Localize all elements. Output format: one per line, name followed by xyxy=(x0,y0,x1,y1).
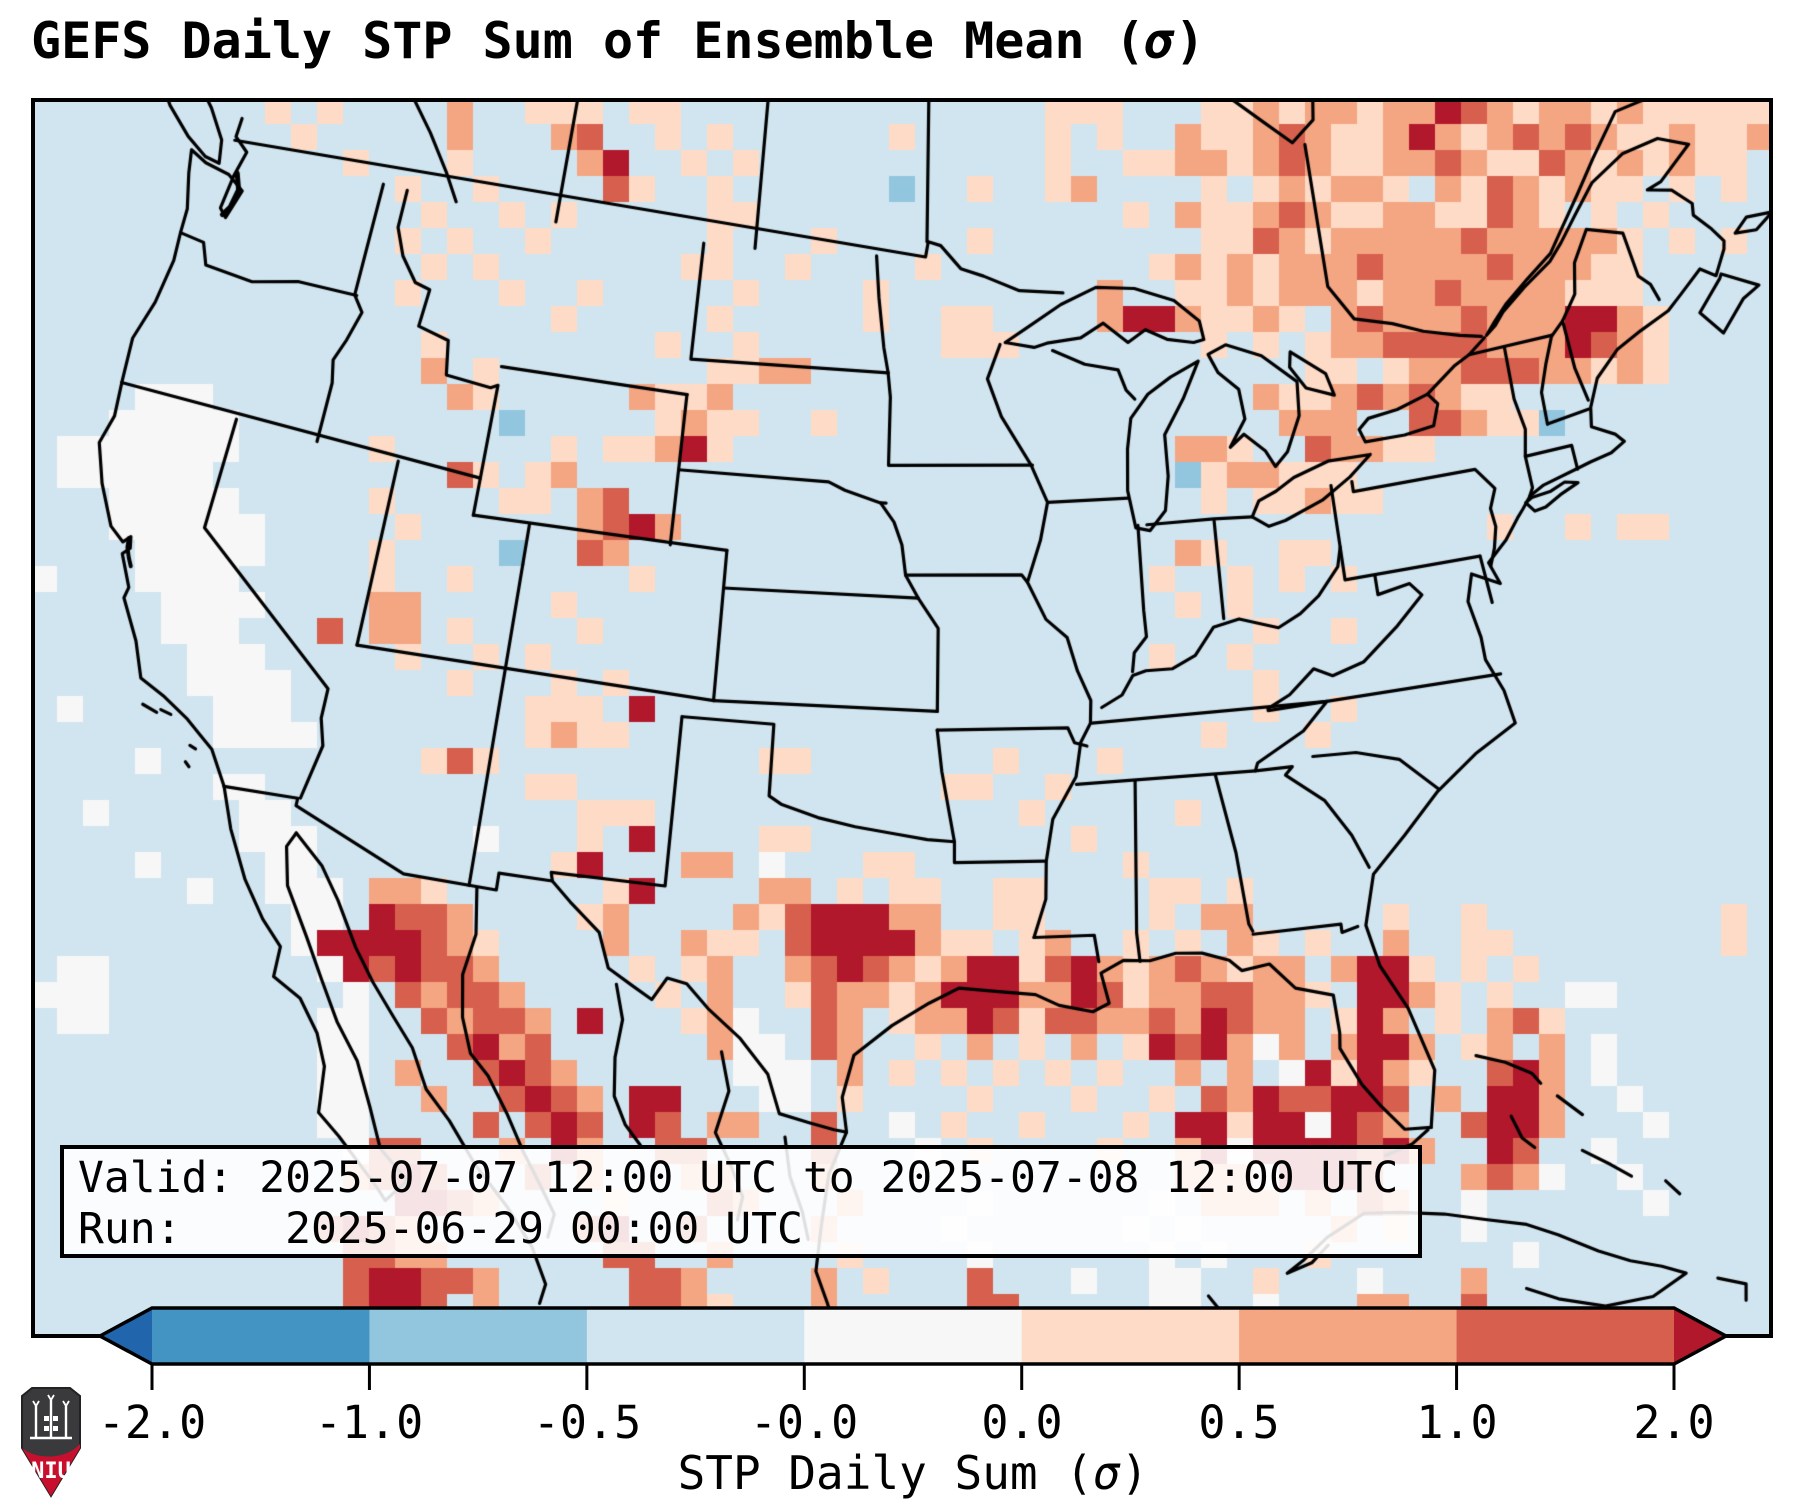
colorbar-axis-label: STP Daily Sum (σ) xyxy=(678,1446,1149,1500)
valid-run-info-box: Valid: 2025-07-07 12:00 UTC to 2025-07-0… xyxy=(60,1145,1422,1258)
title-close: ) xyxy=(1174,12,1206,70)
title-sigma: σ xyxy=(1144,12,1175,70)
colorbar xyxy=(96,1306,1730,1390)
title-text: GEFS Daily STP Sum of Ensemble Mean ( xyxy=(31,12,1145,70)
colorbar-label-sigma: σ xyxy=(1093,1446,1121,1500)
colorbar-tick-label: 0.0 xyxy=(981,1396,1063,1449)
colorbar-tick-label: 0.5 xyxy=(1198,1396,1280,1449)
colorbar-tick-label: -0.0 xyxy=(749,1396,859,1449)
colorbar-tick-label: 1.0 xyxy=(1416,1396,1498,1449)
valid-line: Valid: 2025-07-07 12:00 UTC to 2025-07-0… xyxy=(78,1153,1399,1203)
niu-castle-icon xyxy=(30,1394,72,1440)
niu-text: NIU xyxy=(31,1459,71,1484)
colorbar-label-close: ) xyxy=(1120,1446,1149,1500)
colorbar-tick-label: 2.0 xyxy=(1633,1396,1715,1449)
stp-map-canvas xyxy=(31,98,1773,1338)
figure-title: GEFS Daily STP Sum of Ensemble Mean (σ) xyxy=(31,12,1205,70)
run-line: Run: 2025-06-29 00:00 UTC xyxy=(78,1204,803,1254)
colorbar-tick-label: -1.0 xyxy=(314,1396,424,1449)
colorbar-tick-label: -0.5 xyxy=(532,1396,642,1449)
niu-logo: NIU xyxy=(21,1387,81,1498)
colorbar-tick-label: -2.0 xyxy=(97,1396,207,1449)
colorbar-label-text: STP Daily Sum ( xyxy=(677,1446,1094,1500)
niu-shield-red-band xyxy=(22,1444,80,1496)
